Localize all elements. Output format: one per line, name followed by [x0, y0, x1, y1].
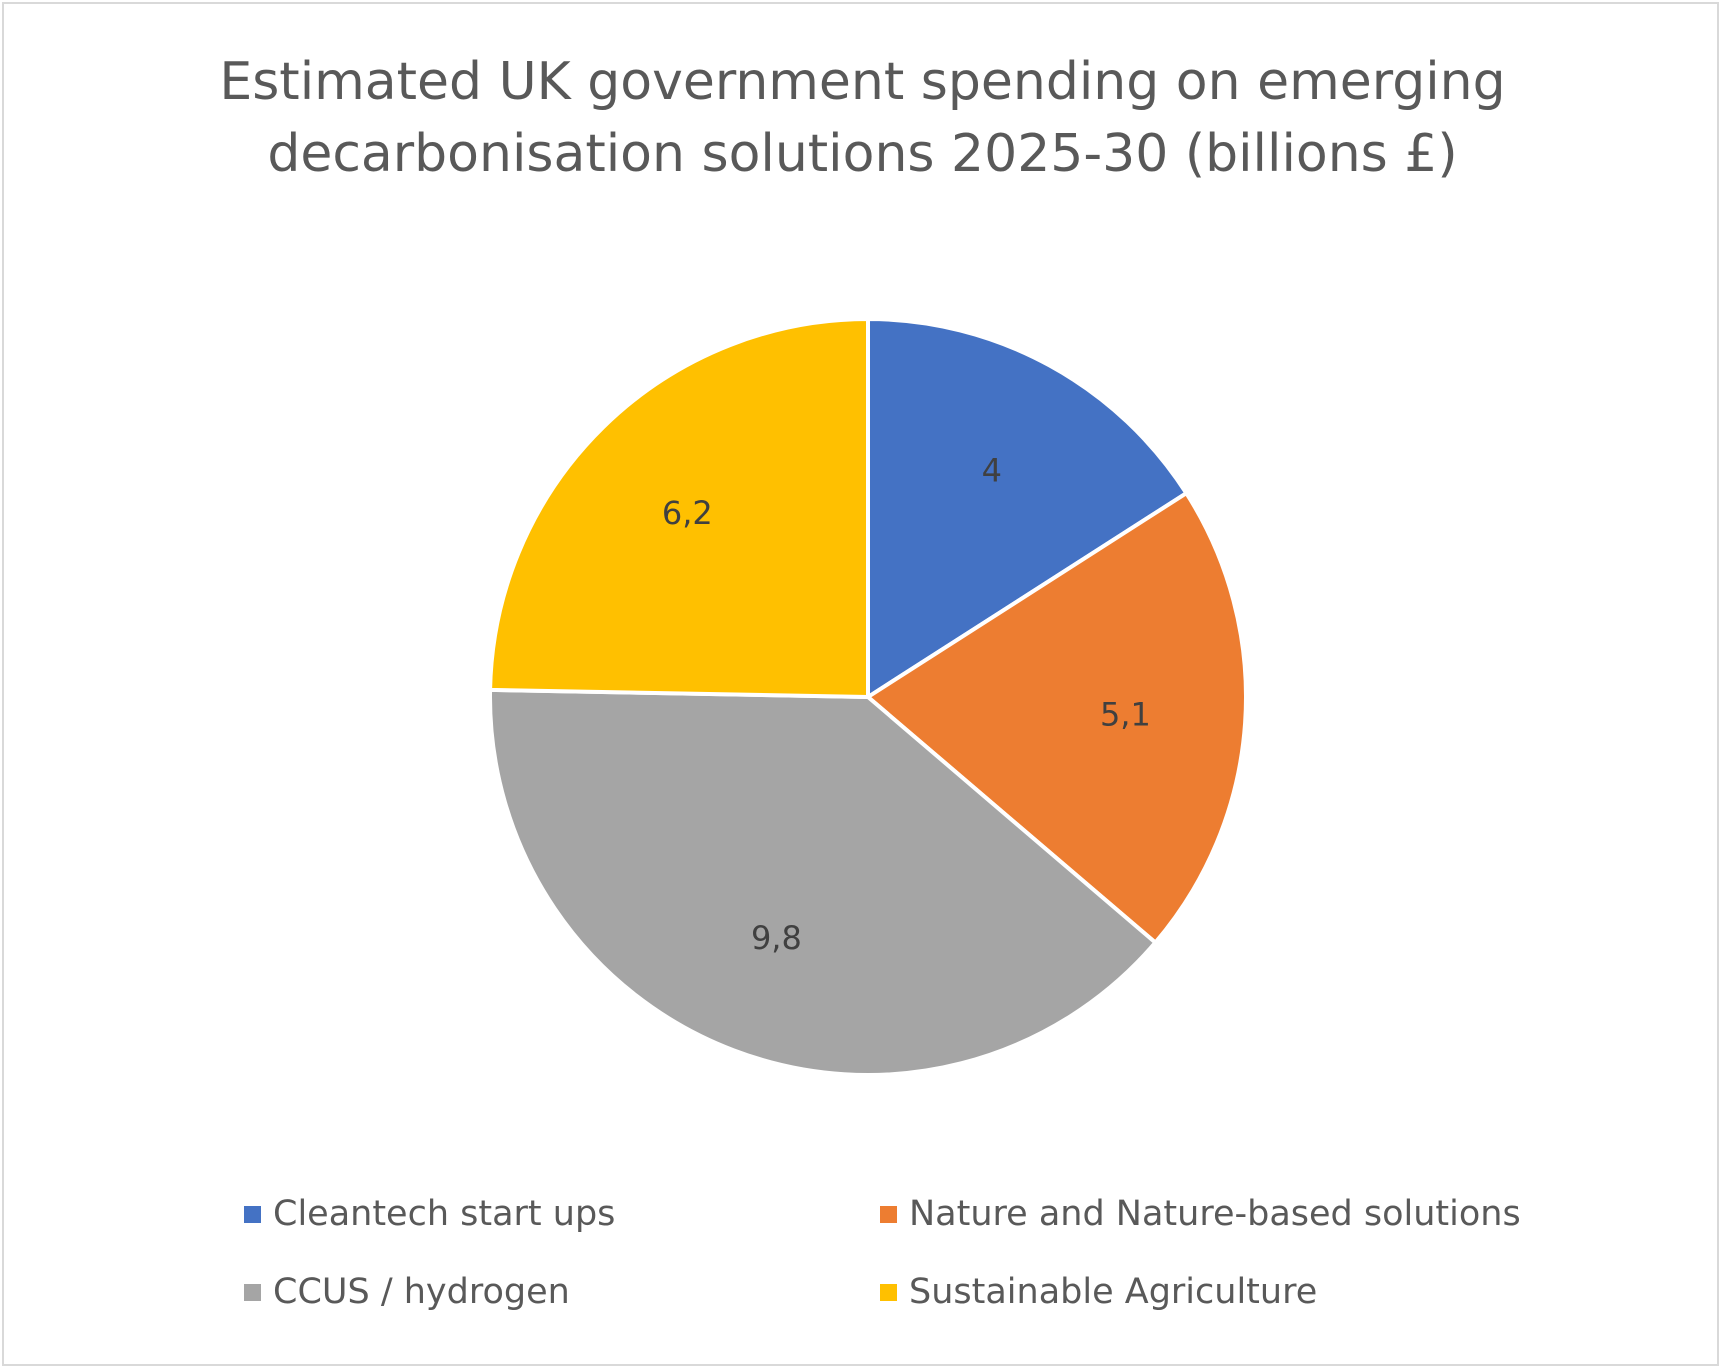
legend-swatch-cleantech: [244, 1205, 261, 1223]
pie-slice-ccus: [488, 687, 1158, 1077]
chart-title: Estimated UK government spending on emer…: [4, 46, 1721, 190]
legend-item-agriculture: Sustainable Agriculture: [880, 1272, 1317, 1312]
data-label-ccus: 9,8: [751, 919, 802, 957]
pie-slice-agriculture: [488, 317, 870, 699]
legend-swatch-agriculture: [880, 1283, 897, 1301]
pie-slice-cleantech: [866, 317, 1189, 699]
legend-item-ccus: CCUS / hydrogen: [244, 1272, 570, 1312]
data-label-nature: 5,1: [1100, 696, 1151, 734]
data-label-cleantech: 4: [982, 452, 1002, 490]
legend-item-cleantech: Cleantech start ups: [244, 1194, 615, 1234]
legend-label-cleantech: Cleantech start ups: [273, 1194, 616, 1234]
chart-title-line-1: Estimated UK government spending on emer…: [219, 52, 1506, 112]
legend-swatch-nature: [880, 1205, 897, 1223]
pie-slices: [488, 317, 1248, 1077]
chart-title-line-2: decarbonisation solutions 2025-30 (billi…: [267, 124, 1458, 184]
pie-data-labels: 4 5,1 9,8 6,2: [662, 452, 1151, 958]
legend-item-nature: Nature and Nature-based solutions: [880, 1194, 1521, 1234]
legend-label-nature: Nature and Nature-based solutions: [909, 1194, 1521, 1234]
legend-swatch-ccus: [244, 1283, 261, 1301]
pie-slice-nature: [866, 491, 1248, 945]
legend-label-agriculture: Sustainable Agriculture: [909, 1272, 1318, 1312]
legend: Cleantech start ups Nature and Nature-ba…: [4, 1194, 1721, 1364]
data-label-agriculture: 6,2: [662, 494, 713, 532]
legend-label-ccus: CCUS / hydrogen: [273, 1272, 570, 1312]
pie-chart: 4 5,1 9,8 6,2: [488, 317, 1248, 1077]
